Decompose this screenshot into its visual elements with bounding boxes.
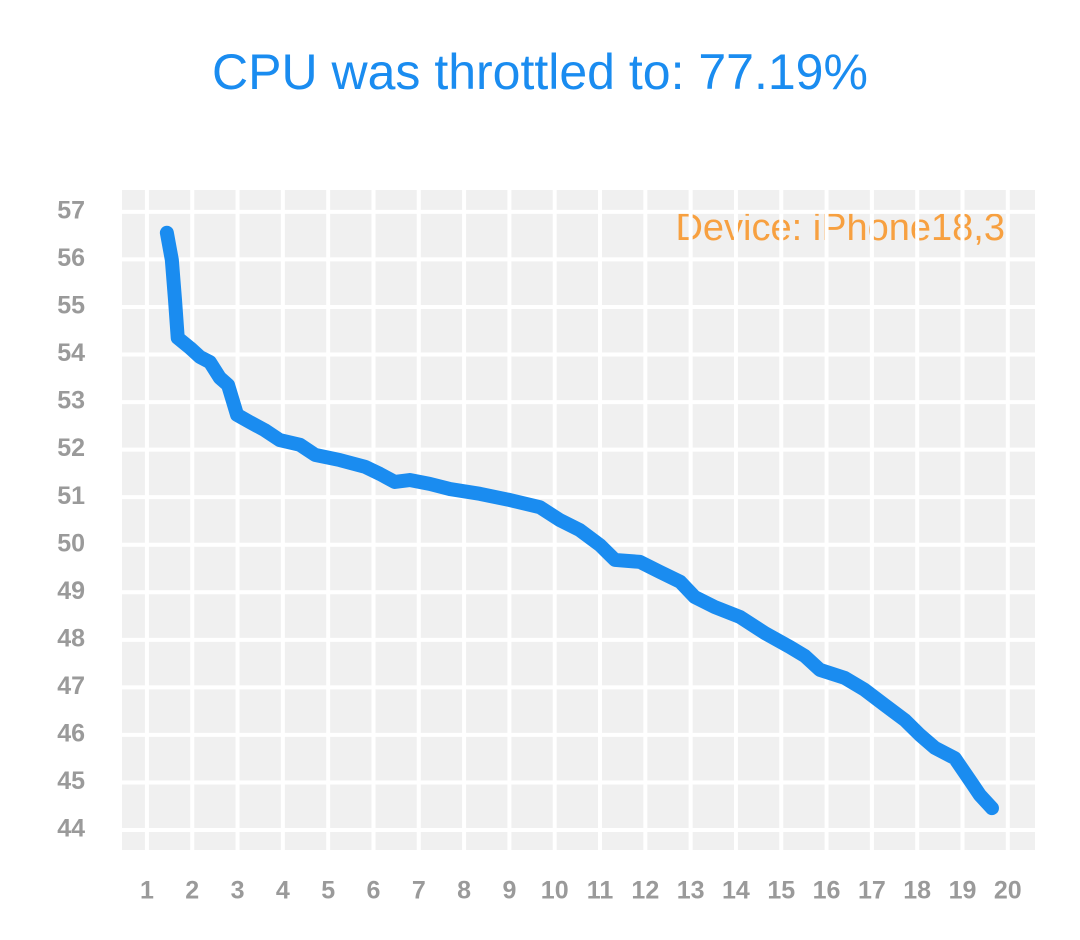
x-tick-label: 3 bbox=[231, 877, 245, 905]
x-tick-label: 8 bbox=[457, 877, 471, 905]
x-tick-label: 9 bbox=[502, 877, 516, 905]
y-tick-label: 52 bbox=[57, 434, 85, 462]
y-tick-label: 49 bbox=[57, 577, 85, 605]
x-tick-label: 16 bbox=[813, 877, 841, 905]
x-tick-label: 7 bbox=[412, 877, 426, 905]
x-tick-label: 1 bbox=[140, 877, 154, 905]
x-tick-label: 17 bbox=[858, 877, 886, 905]
y-tick-label: 53 bbox=[57, 387, 85, 415]
data-line bbox=[159, 225, 999, 816]
y-tick-label: 45 bbox=[57, 767, 85, 795]
x-tick-label: 12 bbox=[631, 877, 659, 905]
chart-title: CPU was throttled to: 77.19% bbox=[212, 44, 868, 100]
x-tick-label: 13 bbox=[677, 877, 705, 905]
x-tick-label: 20 bbox=[994, 877, 1022, 905]
y-tick-label: 57 bbox=[57, 196, 85, 224]
y-tick-label: 51 bbox=[57, 482, 85, 510]
y-tick-label: 48 bbox=[57, 624, 85, 652]
plot-background bbox=[122, 190, 1035, 850]
x-tick-label: 10 bbox=[541, 877, 569, 905]
y-tick-label: 46 bbox=[57, 720, 85, 748]
device-annotation: Device: iPhone18,3 bbox=[675, 207, 1005, 249]
y-tick-label: 56 bbox=[57, 244, 85, 272]
x-tick-label: 2 bbox=[185, 877, 199, 905]
y-tick-label: 54 bbox=[57, 339, 85, 367]
x-tick-label: 5 bbox=[321, 877, 335, 905]
x-tick-label: 6 bbox=[367, 877, 381, 905]
y-tick-label: 50 bbox=[57, 529, 85, 557]
x-tick-label: 11 bbox=[587, 877, 614, 905]
x-tick-label: 19 bbox=[949, 877, 977, 905]
x-tick-label: 14 bbox=[722, 877, 750, 905]
x-tick-label: 15 bbox=[767, 877, 795, 905]
y-tick-label: 47 bbox=[57, 672, 85, 700]
x-tick-label: 18 bbox=[903, 877, 931, 905]
y-tick-label: 44 bbox=[57, 815, 85, 843]
y-tick-label: 55 bbox=[57, 292, 85, 320]
x-tick-label: 4 bbox=[276, 877, 290, 905]
